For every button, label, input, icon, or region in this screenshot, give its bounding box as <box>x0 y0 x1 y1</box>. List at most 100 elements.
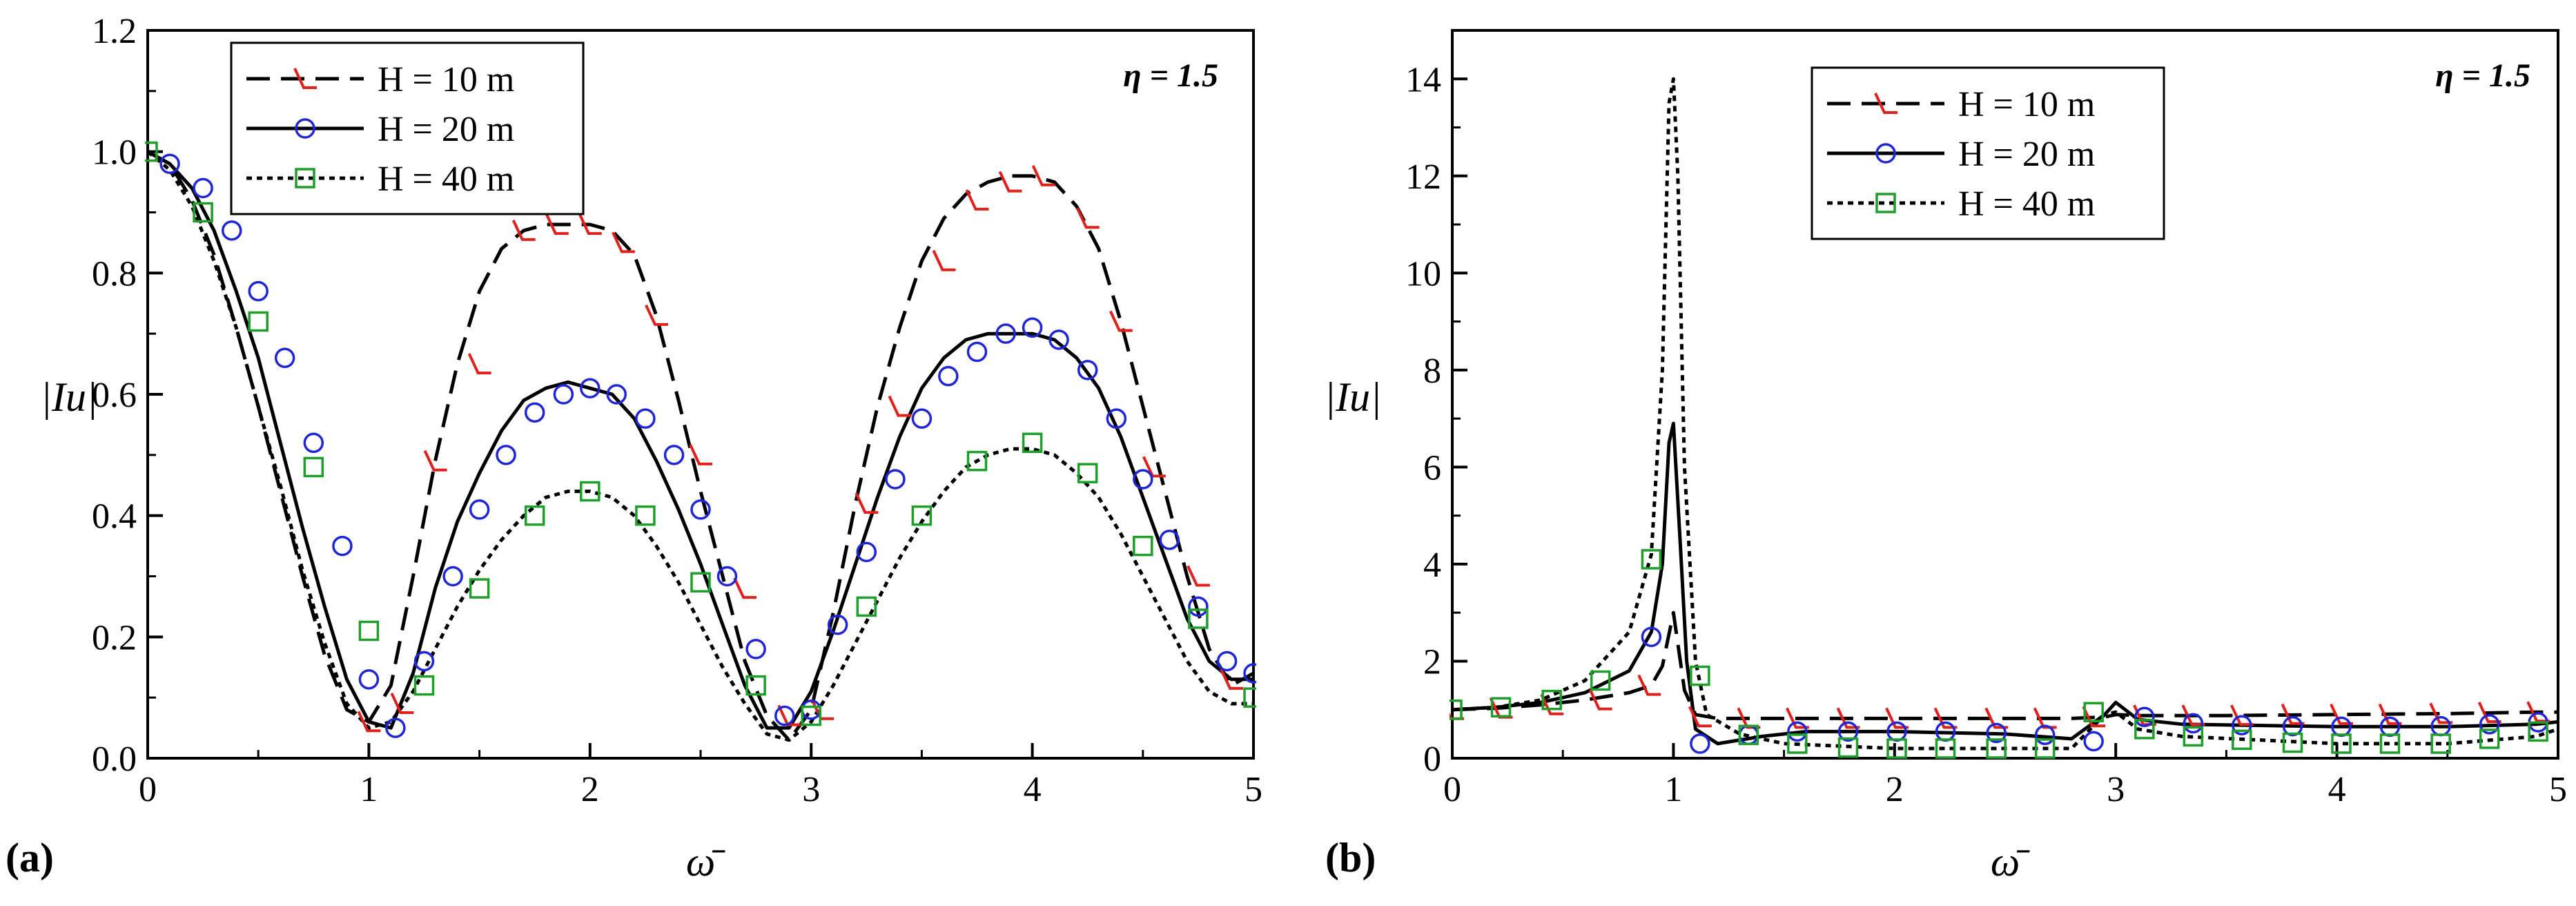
panel-a: 0 1 2 3 4 5 0.0 0.2 0.4 0.6 0.8 1.0 1.2 (a) ω̄ |Iu|… <box>6 12 1262 885</box>
y-tick-label: 0.2 <box>92 618 137 657</box>
data-point-h10 <box>1075 207 1100 229</box>
x-tick-label: 3 <box>2107 770 2125 809</box>
legend-marker-h40 <box>1875 193 1896 213</box>
data-point-h20 <box>1986 722 2007 744</box>
data-point-h20 <box>193 177 213 199</box>
data-point-h40 <box>745 675 766 696</box>
series-markers-b <box>1450 549 2550 759</box>
data-point-h10 <box>1637 674 1661 696</box>
data-point-h20 <box>995 323 1016 344</box>
data-point-h40 <box>469 578 490 599</box>
data-point-h40 <box>524 505 545 526</box>
data-point-h20 <box>716 566 738 587</box>
data-point-h40 <box>413 675 435 696</box>
y-tick-label: 14 <box>1405 60 1441 99</box>
data-point-h40 <box>1450 699 1463 720</box>
x-ticks-a: 0 1 2 3 4 5 <box>139 743 1262 809</box>
data-point-h40 <box>2134 719 2155 740</box>
data-point-h40 <box>1590 670 1611 691</box>
y-tick-label: 0.8 <box>92 254 137 293</box>
data-point-h10 <box>467 353 491 375</box>
panel-b-tag: (b) <box>1325 835 1376 880</box>
data-point-h10 <box>1031 164 1055 186</box>
data-point-h20 <box>222 220 242 241</box>
data-point-h20 <box>2232 715 2252 735</box>
data-point-h20 <box>774 705 795 726</box>
data-point-h40 <box>856 596 877 617</box>
data-point-h20 <box>248 280 269 302</box>
y-tick-label: 0 <box>1423 740 1441 779</box>
data-point-h40 <box>1243 687 1256 708</box>
data-point-h40 <box>580 481 601 502</box>
data-point-h10 <box>932 249 956 271</box>
data-point-h20 <box>159 153 180 174</box>
data-point-h20 <box>1106 408 1127 429</box>
data-point-h40 <box>2379 733 2401 754</box>
data-point-h40 <box>1022 432 1043 454</box>
data-point-h20 <box>1690 733 1710 754</box>
data-point-h40 <box>2034 738 2056 759</box>
legend-label-h10: H = 10 m <box>1958 85 2095 124</box>
data-point-h20 <box>1837 721 1859 742</box>
panel-b-xlabel: ω̄ <box>1991 839 2030 885</box>
data-point-h20 <box>2034 724 2056 746</box>
data-point-h40 <box>690 572 711 593</box>
y-ticks-a: 0.0 0.2 0.4 0.6 0.8 1.0 1.2 <box>92 12 163 779</box>
data-point-h40 <box>1787 733 1808 754</box>
data-point-h40 <box>635 505 656 526</box>
data-point-h10 <box>855 492 879 514</box>
data-point-h40 <box>2430 733 2451 754</box>
panel-a-tag: (a) <box>6 835 54 880</box>
y-tick-label: 0.4 <box>92 497 137 537</box>
data-point-h20 <box>663 445 685 465</box>
data-point-h40 <box>303 456 324 478</box>
x-tick-label: 2 <box>1886 770 1904 809</box>
data-point-h40 <box>2232 729 2252 751</box>
x-tick-label: 5 <box>2549 770 2567 809</box>
data-point-h10 <box>1109 310 1133 332</box>
series-line-h20 <box>146 150 1253 730</box>
data-point-h10 <box>511 220 536 241</box>
data-point-h10 <box>733 577 757 599</box>
data-point-h40 <box>1641 549 1662 570</box>
x-tick-label: 3 <box>802 770 820 809</box>
y-tick-label: 1.0 <box>92 133 137 173</box>
data-point-h20 <box>1243 663 1256 684</box>
data-point-h20 <box>496 445 516 465</box>
y-tick-label: 10 <box>1405 254 1441 293</box>
data-point-h10 <box>645 304 668 326</box>
data-point-h40 <box>1886 738 1907 759</box>
data-point-h40 <box>1077 463 1098 483</box>
y-tick-label: 0.0 <box>92 740 137 779</box>
data-point-h40 <box>145 141 158 162</box>
data-point-h40 <box>1935 738 1956 759</box>
data-point-h40 <box>2083 702 2104 722</box>
data-point-h10 <box>1737 707 1761 729</box>
data-point-h20 <box>358 669 380 690</box>
x-tick-label: 0 <box>139 770 157 809</box>
x-tick-label: 1 <box>1664 770 1682 809</box>
data-point-h10 <box>2181 704 2205 726</box>
data-point-h10 <box>612 231 635 253</box>
data-point-h10 <box>390 693 414 714</box>
data-point-h40 <box>801 705 821 726</box>
panel-a-annotation: η = 1.5 <box>1123 57 1218 94</box>
data-point-h20 <box>690 499 711 520</box>
series-line-h40 <box>146 150 1253 742</box>
data-point-h10 <box>2230 704 2254 726</box>
data-point-h40 <box>1837 737 1859 758</box>
data-point-h10 <box>1588 688 1612 711</box>
data-point-h10 <box>2082 706 2106 728</box>
x-tick-label: 5 <box>1245 770 1262 809</box>
panel-a-xlabel: ω̄ <box>686 839 725 885</box>
data-point-h10 <box>998 171 1022 193</box>
data-point-h40 <box>911 505 933 526</box>
legend-a-entries: H = 10 m H = 20 m H = 40 m <box>246 60 514 199</box>
x-ticks-b: 0 1 2 3 4 5 <box>1443 743 2567 809</box>
data-point-h20 <box>553 384 574 405</box>
data-point-h20 <box>1077 360 1098 380</box>
legend-label-h40: H = 40 m <box>378 160 514 199</box>
data-point-h20 <box>1159 530 1180 550</box>
x-tick-label: 4 <box>2328 770 2346 809</box>
